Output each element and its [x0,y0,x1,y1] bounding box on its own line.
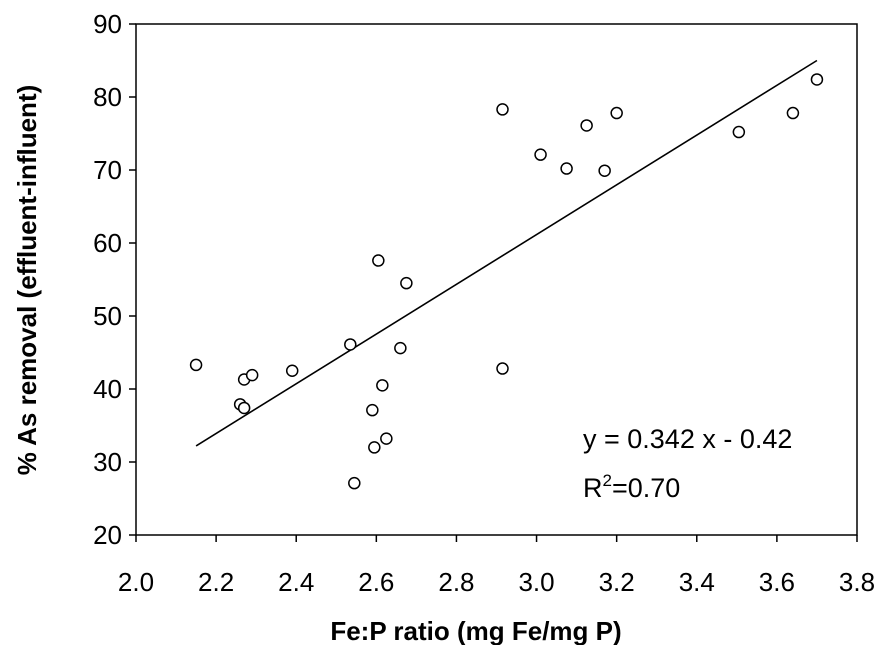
data-point [245,368,259,382]
r-squared-prefix: R [583,473,603,503]
data-point [496,103,509,116]
x-tick-label: 3.2 [599,567,635,597]
data-point [534,148,547,161]
x-axis-label: Fe:P ratio (mg Fe/mg P) [330,616,621,645]
data-point [189,358,203,372]
trendline [195,59,818,447]
x-tick-label: 3.0 [518,567,554,597]
y-axis-ticks: 20 30 40 50 60 70 80 90 [93,9,136,550]
data-point [610,106,623,120]
data-point [598,164,611,177]
x-tick-label: 2.0 [118,567,154,597]
data-point [237,401,251,415]
data-point [810,73,824,86]
r-squared-label: R2=0.70 [583,471,680,503]
data-point [496,362,509,375]
y-tick-label: 60 [93,228,122,258]
y-axis-label: % As removal (effluent-influent) [12,85,42,476]
x-tick-label: 2.6 [358,567,394,597]
y-tick-label: 40 [93,374,122,404]
plot-area-frame [135,23,858,536]
x-tick-label: 3.4 [679,567,715,597]
y-tick-label: 20 [93,520,122,550]
data-point [366,403,379,417]
data-point [368,441,381,454]
data-point [372,254,385,267]
data-point [285,364,299,377]
regression-equation: y = 0.342 x - 0.42 [583,424,792,454]
y-tick-label: 50 [93,301,122,331]
x-tick-label: 2.8 [438,567,474,597]
data-point [400,276,413,290]
y-tick-label: 90 [93,9,122,39]
r-squared-superscript: 2 [603,471,612,490]
y-tick-label: 30 [93,447,122,477]
data-point [380,432,393,445]
data-point [376,379,389,392]
data-point [580,119,593,132]
data-point [560,162,573,175]
data-point [344,338,357,351]
x-tick-label: 2.2 [198,567,234,597]
data-point [732,125,746,139]
data-points [189,73,824,490]
x-tick-label: 3.6 [759,567,795,597]
data-point [394,341,407,355]
x-axis-ticks: 2.0 2.2 2.4 2.6 2.8 3.0 3.2 3.4 3.6 3.8 [118,535,875,597]
trendline-group [195,59,818,447]
x-tick-label: 2.4 [278,567,314,597]
y-tick-label: 80 [93,82,122,112]
r-squared-value: =0.70 [612,473,680,503]
data-point [786,106,800,120]
data-point [348,476,361,490]
y-tick-label: 70 [93,155,122,185]
x-tick-label: 3.8 [839,567,875,597]
